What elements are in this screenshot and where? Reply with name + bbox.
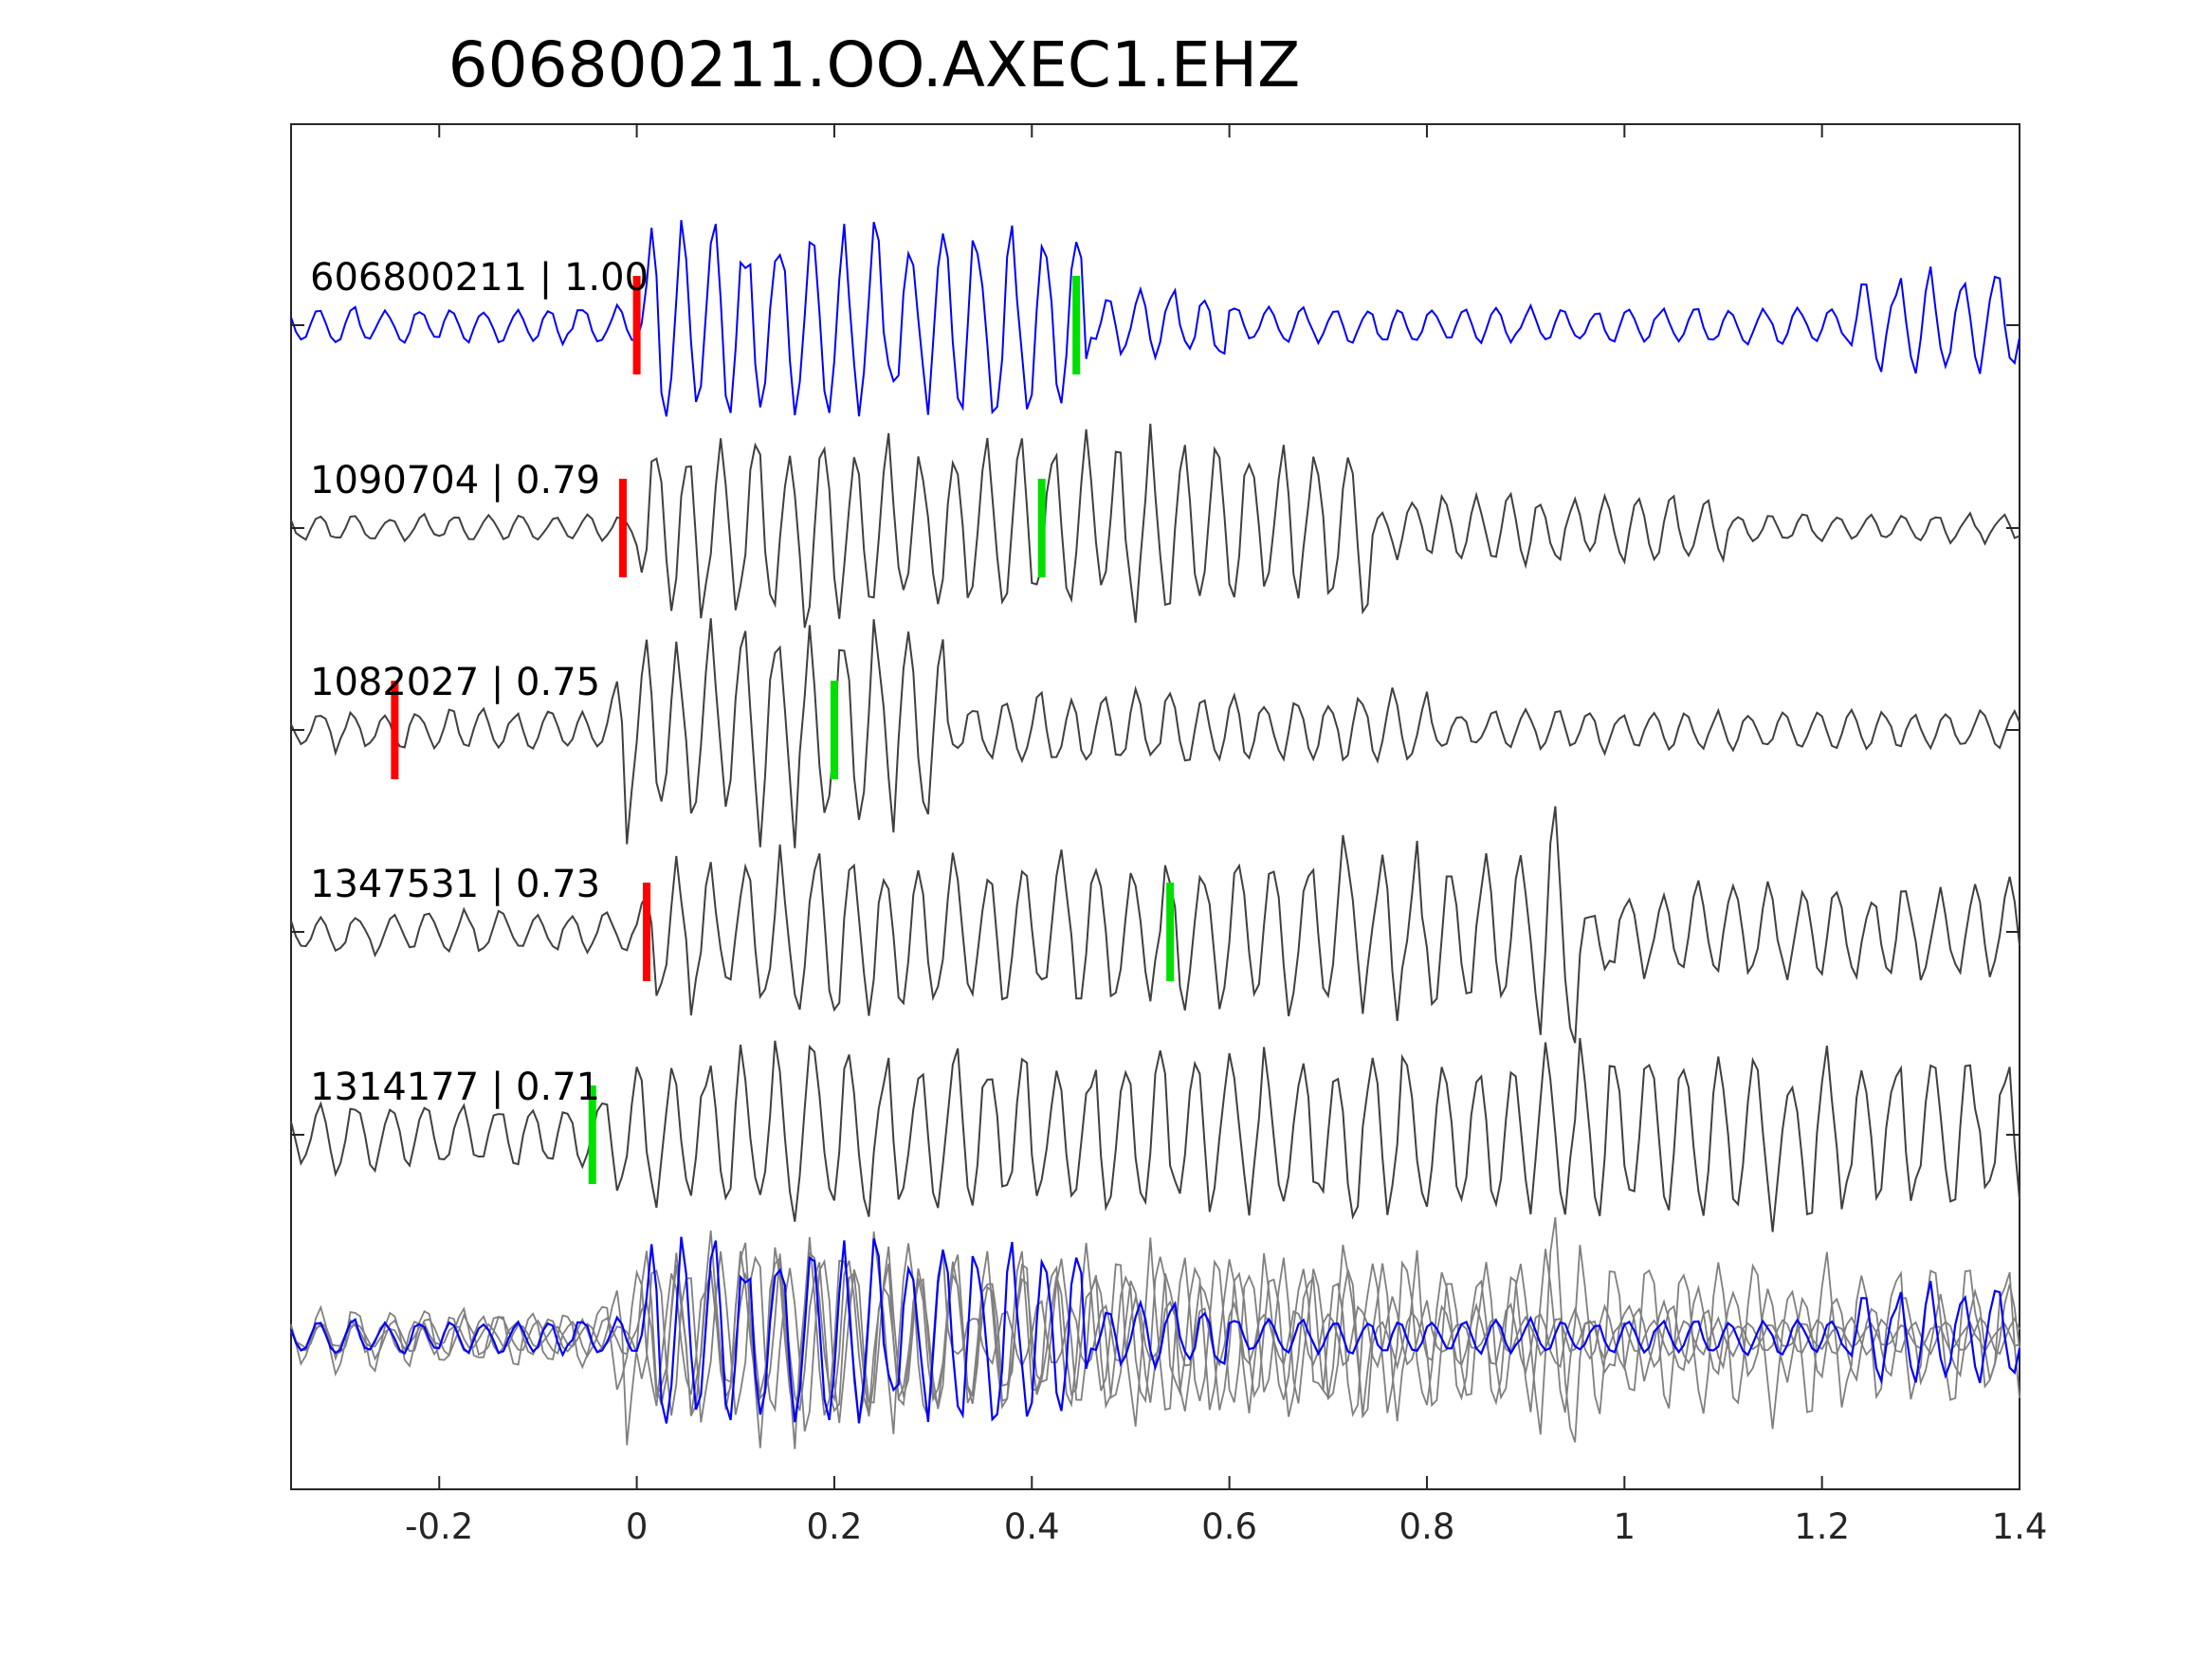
trace-label: 1090704 | 0.79: [310, 459, 600, 502]
stack-line-1314177: [290, 1245, 2020, 1430]
chart-title: 606800211.OO.AXEC1.EHZ: [448, 28, 1301, 101]
plot-frame: [290, 123, 2020, 1490]
trace-labels: 606800211 | 1.00 1090704 | 0.79 1082027 | …: [310, 256, 649, 1109]
trace-label: 1314177 | 0.71: [310, 1066, 600, 1109]
stack-line-606800211: [289, 1236, 2021, 1424]
x-tick-label: 1: [1614, 1506, 1636, 1547]
x-tick-label: -0.2: [405, 1506, 473, 1547]
pick-markers: [391, 276, 1175, 1184]
stack-line-1082027: [290, 1231, 2020, 1449]
trace-line-1090704: [290, 423, 2020, 629]
stack-overlay: [289, 1216, 2021, 1449]
stack-line-1090704: [290, 1237, 2020, 1432]
trace-line-606800211: [290, 220, 2020, 417]
trace-line-1347531: [290, 806, 2020, 1044]
x-axis-ticks: -0.2 0 0.2 0.4 0.6 0.8 1 1.2 1.4: [405, 124, 2047, 1547]
x-tick-label: 0.2: [807, 1506, 863, 1547]
x-tick-label: 1.4: [1992, 1506, 2048, 1547]
trace-label: 1347531 | 0.73: [310, 863, 600, 906]
x-tick-label: 1.2: [1794, 1506, 1850, 1547]
trace-line-1314177: [290, 1037, 2020, 1232]
x-tick-label: 0.6: [1201, 1506, 1257, 1547]
x-tick-label: 0.8: [1399, 1506, 1455, 1547]
stack-line-1347531: [290, 1216, 2020, 1443]
x-tick-label: 0.4: [1004, 1506, 1060, 1547]
trace-group: [290, 220, 2020, 1232]
trace-line-1082027: [290, 618, 2020, 848]
trace-label: 1082027 | 0.75: [310, 661, 600, 704]
trace-label: 606800211 | 1.00: [310, 256, 649, 300]
x-tick-label: 0: [626, 1506, 649, 1547]
